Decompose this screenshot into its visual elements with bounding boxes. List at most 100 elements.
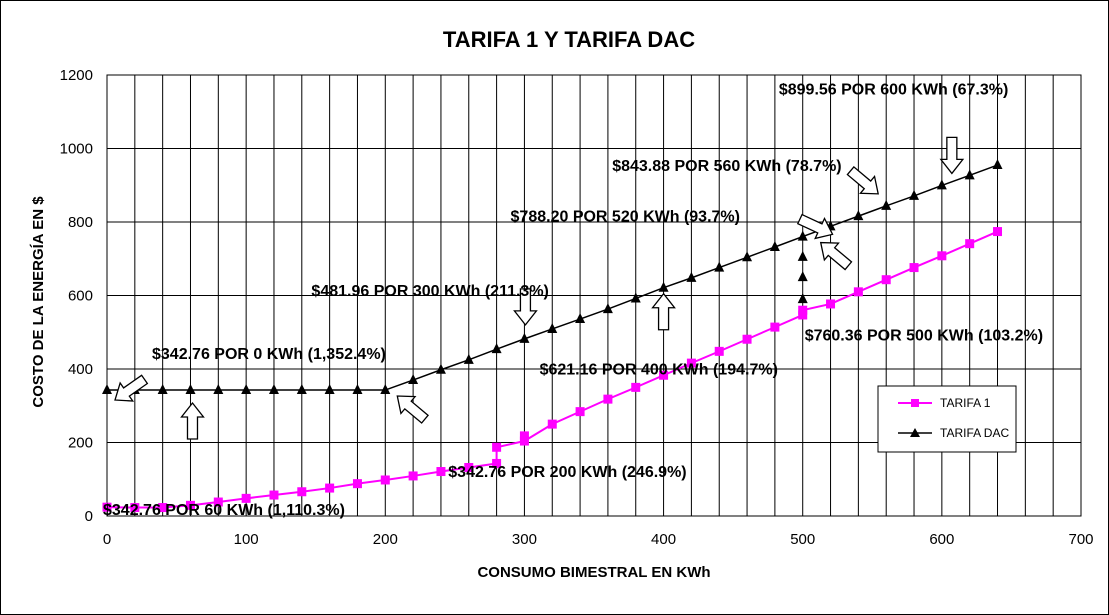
annotation-arrow-left: [114, 374, 149, 402]
tarifa1-point: [519, 431, 529, 441]
tarifa1-point: [352, 479, 362, 489]
tarifa1-point: [631, 382, 641, 392]
dac-point: [491, 343, 502, 354]
tarifa1-point: [269, 490, 279, 500]
x-tick-label: 400: [651, 531, 676, 548]
annotation-label: $899.56 POR 600 KWh (67.3%): [779, 81, 1008, 98]
annotation-label: $481.96 POR 300 KWh (211.3%): [311, 283, 548, 300]
dac-point: [296, 384, 307, 395]
tarifa1-point: [102, 502, 112, 512]
annotation-arrow-down: [513, 288, 538, 326]
chart-title: TARIFA 1 Y TARIFA DAC: [443, 27, 695, 52]
dac-point: [463, 353, 474, 364]
annotation-label: $788.20 POR 520 KWh (93.7%): [511, 208, 740, 225]
x-tick-label: 100: [234, 531, 259, 548]
dac-point: [797, 250, 808, 261]
tarifa1-point: [492, 442, 502, 452]
dac-point: [157, 384, 168, 395]
y-tick-label: 200: [68, 435, 93, 452]
annotation-arrow-down-right: [846, 165, 880, 195]
tarifa1-point: [853, 287, 863, 297]
x-tick-label: 0: [103, 531, 111, 548]
tick-labels: 0 200 400 600 800 1000 1200 0 100 200 300 400 500 600…: [60, 67, 1094, 548]
tarifa1-point: [798, 305, 808, 315]
x-tick-label: 600: [929, 531, 954, 548]
dac-point: [853, 210, 864, 221]
dac-point: [602, 303, 613, 314]
dac-point: [102, 384, 112, 395]
dac-point: [992, 159, 1003, 170]
dac-point: [241, 384, 252, 395]
x-tick-label: 300: [512, 531, 537, 548]
annotations: $342.76 POR 0 KWh (1,352.4%) $342.76 POR …: [103, 81, 1043, 519]
tarifa1-point: [603, 394, 613, 404]
tarifa1-point: [325, 483, 335, 493]
dac-point: [268, 384, 279, 395]
tarifa1-point: [798, 310, 808, 320]
tarifa1-point: [408, 471, 418, 481]
tarifa1-point: [881, 275, 891, 285]
annotation-label: $342.76 POR 200 KWh (246.9%): [448, 464, 686, 481]
legend-label-tarifa1: TARIFA 1: [940, 396, 991, 410]
y-tick-label: 400: [68, 361, 93, 378]
legend-marker-dac: [910, 428, 920, 437]
legend-marker-tarifa1: [911, 399, 919, 407]
annotation-label: $342.76 POR 60 KWh (1,110.3%): [103, 502, 345, 519]
dac-point: [797, 230, 808, 241]
gridlines: [107, 75, 1081, 516]
tarifa1-point: [993, 227, 1003, 237]
tarifa1-point: [659, 370, 669, 380]
tarifa1-point: [742, 334, 752, 344]
dac-point: [435, 363, 446, 374]
x-tick-label: 700: [1068, 531, 1093, 548]
tarifa1-point: [547, 419, 557, 429]
tarifa1-point: [826, 299, 836, 309]
tarifa1-point: [909, 263, 919, 273]
y-axis-label: COSTO DE LA ENERGÍA EN $: [30, 196, 47, 408]
tarifa1-point: [492, 458, 502, 468]
annotation-arrow-up: [651, 292, 676, 331]
legend-box: [877, 385, 1017, 453]
dac-point: [519, 332, 530, 343]
dac-point: [909, 189, 920, 200]
dac-point: [658, 281, 669, 292]
x-tick-label: 500: [790, 531, 815, 548]
annotation-arrow-up-left: [819, 241, 853, 271]
series-tarifa1: [102, 227, 1003, 513]
dac-point: [742, 251, 753, 262]
dac-point: [797, 271, 808, 282]
series-dac: [102, 159, 1003, 395]
dac-point: [936, 179, 947, 190]
dac-point: [714, 261, 725, 272]
dac-point: [408, 374, 419, 385]
x-axis-label: CONSUMO BIMESTRAL EN KWh: [477, 564, 710, 581]
y-tick-label: 600: [68, 288, 93, 305]
y-tick-label: 0: [85, 508, 93, 525]
series-layer: [102, 159, 1003, 513]
legend-label-dac: TARIFA DAC: [940, 426, 1009, 440]
tarifa1-point: [464, 462, 474, 472]
annotation-arrow-down: [939, 136, 965, 175]
dac-point: [630, 292, 641, 303]
tarifa1-point: [185, 500, 195, 510]
annotation-label: $621.16 POR 400 KWh (194.7%): [540, 362, 778, 379]
tarifa1-point: [158, 503, 168, 513]
dac-point: [575, 313, 586, 324]
annotation-label: $843.88 POR 560 KWh (78.7%): [612, 158, 841, 175]
tarifa1-point: [213, 497, 223, 507]
tarifa1-point: [575, 407, 585, 417]
tarifa1-point: [436, 467, 446, 477]
dac-point: [686, 271, 697, 282]
tarifa1-point: [130, 503, 140, 513]
annotation-arrow-up-left: [396, 395, 429, 424]
tarifa1-point: [714, 346, 724, 356]
tarifa1-point: [937, 251, 947, 261]
y-tick-label: 1000: [60, 141, 93, 158]
tarifa1-point: [965, 239, 975, 249]
annotation-arrow-right: [796, 213, 834, 240]
dac-point: [769, 240, 780, 251]
annotation-arrows: [114, 136, 965, 440]
tarifa1-point: [297, 487, 307, 497]
dac-point: [352, 384, 363, 395]
